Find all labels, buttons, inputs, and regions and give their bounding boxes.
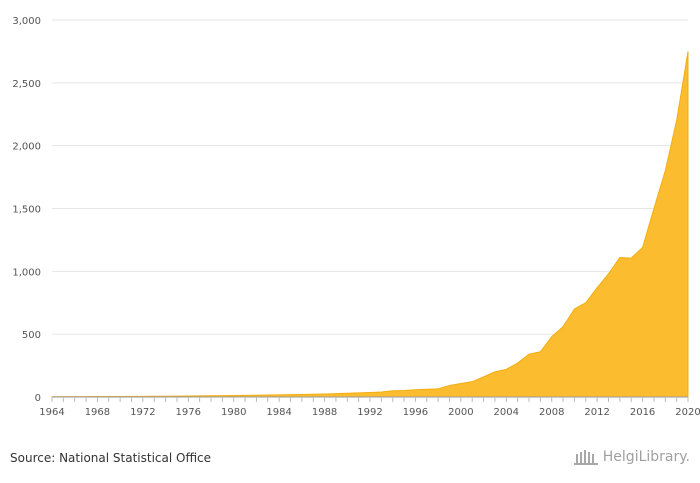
data-point (403, 389, 405, 391)
axes: 0 500 1,000 1,500 2,000 2,500 3,000 1964 1968 197… (12, 16, 700, 418)
y-tick-label: 1,500 (12, 205, 41, 216)
data-point (653, 207, 655, 209)
data-point (687, 50, 689, 52)
data-point (471, 380, 473, 382)
data-point (289, 393, 291, 395)
data-point (233, 394, 235, 396)
data-point (528, 353, 530, 355)
x-tick-label: 1976 (176, 407, 201, 418)
data-point (641, 246, 643, 248)
data-point (335, 392, 337, 394)
data-point (380, 391, 382, 393)
data-point (392, 390, 394, 392)
y-tick-label: 500 (22, 330, 41, 341)
area-series (51, 50, 689, 398)
x-tick-label: 1964 (39, 407, 64, 418)
x-tick-label: 2004 (494, 407, 519, 418)
data-point (460, 382, 462, 384)
data-point (346, 392, 348, 394)
data-point (596, 286, 598, 288)
area-fill (51, 51, 689, 398)
x-tick-label: 1972 (130, 407, 155, 418)
brand-logo: HelgiLibrary. (573, 448, 690, 466)
y-tick-label: 2,000 (12, 142, 41, 153)
grid-lines (52, 19, 688, 335)
data-point (426, 388, 428, 390)
data-point (323, 393, 325, 395)
data-point (607, 273, 609, 275)
area-chart: 0 500 1,000 1,500 2,000 2,500 3,000 1964 1968 197… (12, 16, 700, 418)
data-point (357, 392, 359, 394)
data-point (516, 362, 518, 364)
data-point (494, 371, 496, 373)
x-tick-label: 1992 (357, 407, 382, 418)
y-tick-label: 3,000 (12, 16, 41, 27)
data-point (585, 302, 587, 304)
source-note: Source: National Statistical Office (10, 451, 212, 465)
data-point (675, 119, 677, 121)
data-point (505, 368, 507, 370)
data-point (539, 351, 541, 353)
brand-name: HelgiLibrary. (602, 449, 690, 465)
data-point (573, 308, 575, 310)
x-tick-label: 1980 (221, 407, 246, 418)
library-building-icon (573, 450, 598, 465)
x-tick-label: 2016 (630, 407, 655, 418)
x-tick-label: 1984 (266, 407, 291, 418)
data-point (551, 335, 553, 337)
x-tick-label: 2020 (675, 407, 700, 418)
data-point (255, 394, 257, 396)
data-point (414, 389, 416, 391)
data-point (562, 325, 564, 327)
x-tick-label: 1968 (85, 407, 110, 418)
data-point (267, 394, 269, 396)
data-point (664, 170, 666, 172)
data-point (482, 376, 484, 378)
data-point (619, 256, 621, 258)
data-point (448, 384, 450, 386)
data-point (221, 394, 223, 396)
data-point (301, 393, 303, 395)
x-tick-label: 2012 (584, 407, 609, 418)
x-tick-label: 1988 (312, 407, 337, 418)
x-tick-label: 1996 (403, 407, 428, 418)
data-point (437, 388, 439, 390)
y-tick-label: 1,000 (12, 267, 41, 278)
data-point (244, 394, 246, 396)
x-tick-label: 2008 (539, 407, 564, 418)
data-point (369, 391, 371, 393)
y-tick-label: 0 (35, 393, 41, 404)
y-tick-label: 2,500 (12, 79, 41, 90)
data-point (278, 394, 280, 396)
data-point (312, 393, 314, 395)
data-point (630, 257, 632, 259)
x-tick-label: 2000 (448, 407, 473, 418)
